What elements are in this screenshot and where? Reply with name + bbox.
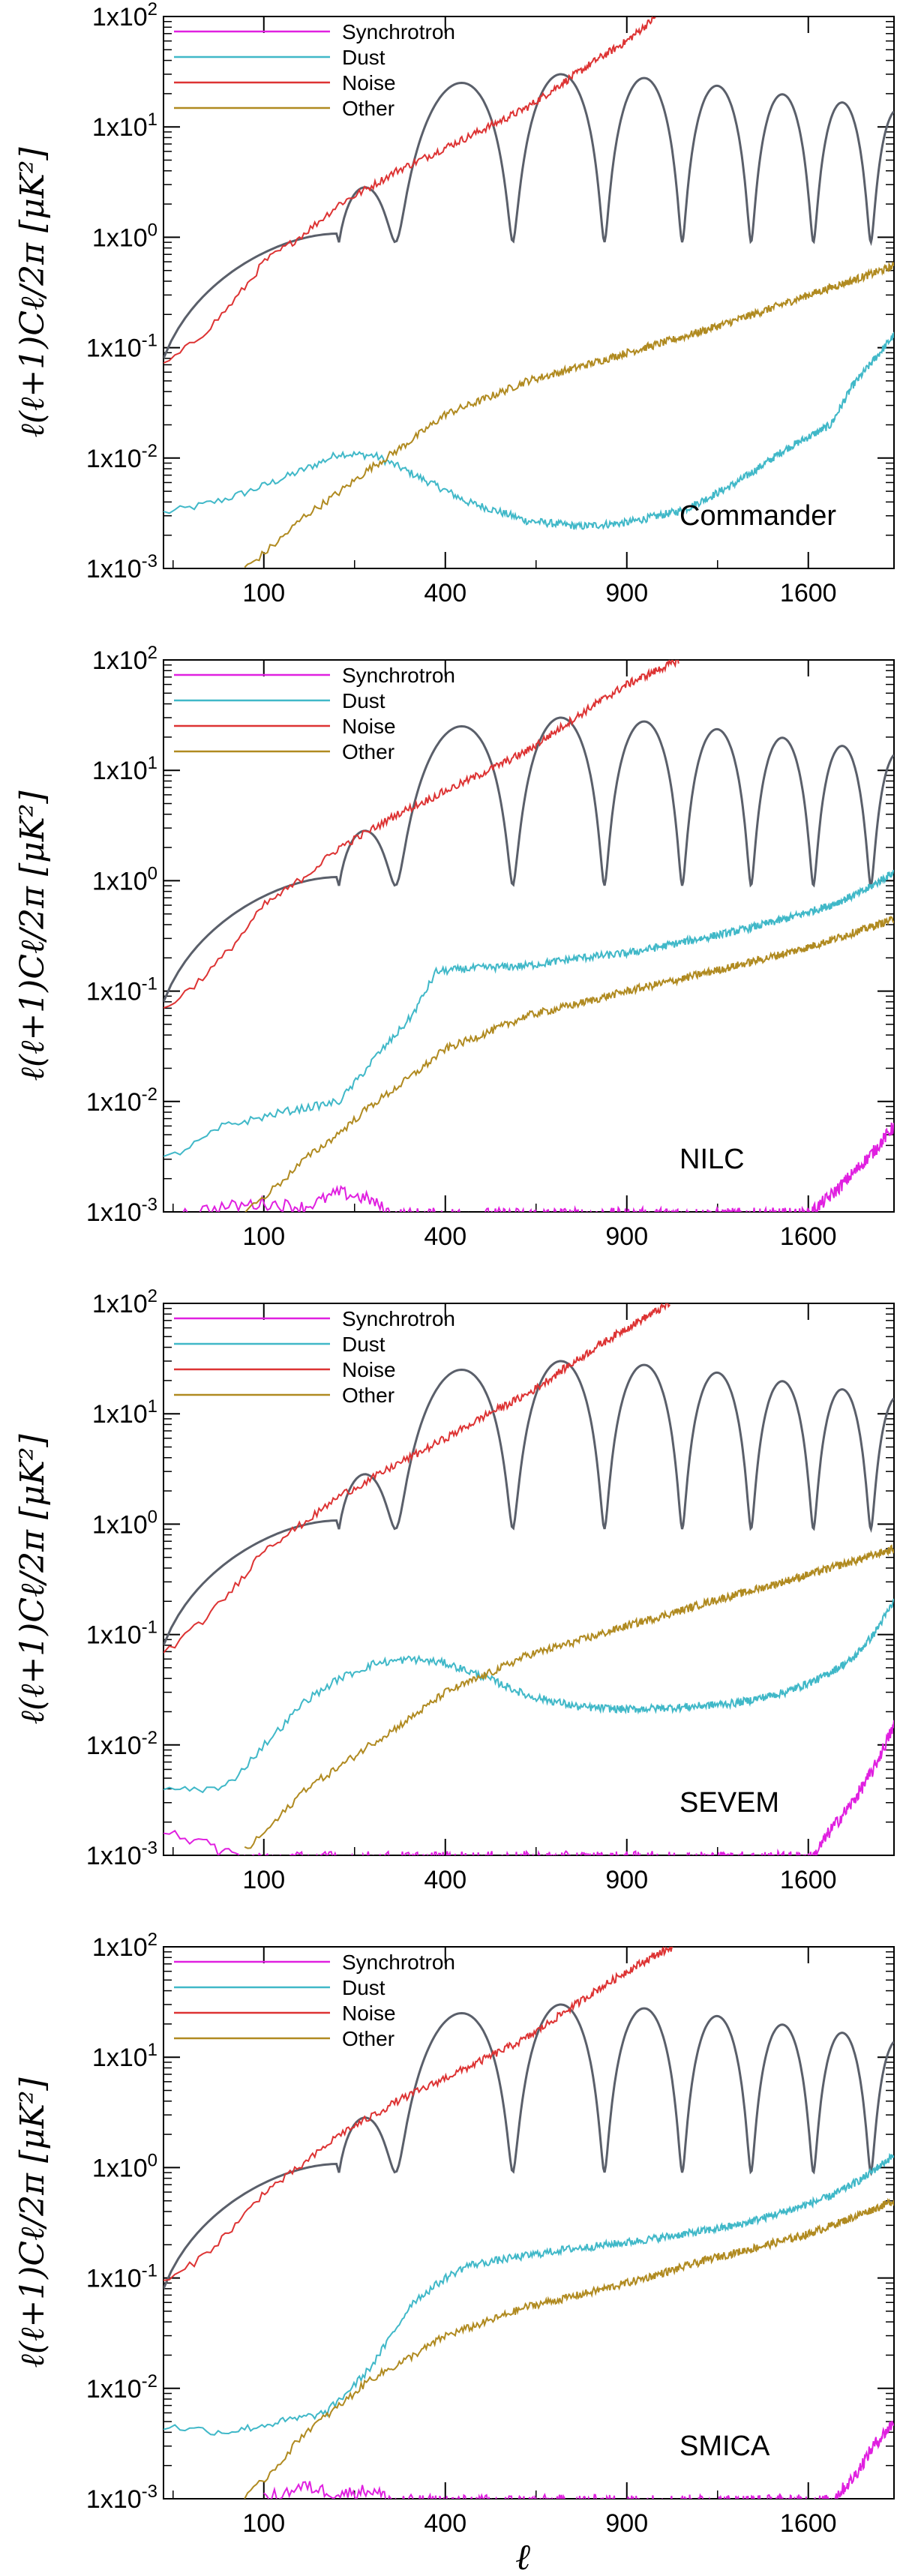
y-tick-label: 1x102: [92, 1930, 158, 1962]
x-tick-label: 1600: [780, 1222, 837, 1251]
legend-other-label: Other: [342, 2027, 394, 2050]
y-tick-label: 1x100: [92, 863, 158, 895]
y-tick-label: 1x101: [92, 753, 158, 785]
x-tick-label: 100: [242, 1222, 285, 1251]
y-axis-label: ℓ(ℓ+1)Cℓ/2π [μK²]: [14, 1434, 52, 1725]
legend-dust-label: Dust: [342, 689, 386, 712]
panel-sevem: 1x10-3 1x10-2 1x10-1 1x100 1x101 1x102 100 400 9…: [14, 1286, 895, 1894]
plot-frame: [163, 1946, 895, 2500]
y-tick-label: 1x101: [92, 2040, 158, 2072]
series-cmb-line: [164, 716, 894, 1003]
y-tick-label: 1x100: [92, 2150, 158, 2182]
plot-area: [164, 660, 894, 1212]
legend-other-label: Other: [342, 97, 394, 120]
y-tick-label: 1x100: [92, 220, 158, 252]
x-tick-label: 100: [242, 2509, 285, 2538]
x-tick-label: 900: [605, 1866, 648, 1894]
method-label: Commander: [680, 500, 836, 532]
plot-frame: [163, 659, 895, 1213]
x-tick-label: 400: [424, 1222, 466, 1251]
legend-synchrotron-label: Synchrotron: [342, 664, 455, 687]
y-tick-label: 1x102: [92, 0, 158, 31]
series-dust-line: [164, 1598, 894, 1794]
panel-smica: 1x10-3 1x10-2 1x10-1 1x100 1x101 1x102 100 400 9…: [14, 1930, 895, 2538]
method-label: SMICA: [680, 2431, 770, 2462]
panel-commander: 1x10-3 1x10-2 1x10-1 1x100 1x101 1x102 100 400 9…: [14, 0, 895, 607]
x-tick-label: 1600: [780, 1866, 837, 1894]
x-tick-label: 100: [242, 1866, 285, 1894]
series-dust-line: [164, 331, 894, 531]
legend-other-label: Other: [342, 1384, 394, 1407]
series-noise-line: [164, 16, 656, 364]
y-tick-label: 1x101: [92, 1396, 158, 1429]
x-tick-label: 900: [605, 2509, 648, 2538]
x-tick-label: 400: [424, 579, 466, 607]
legend-dust-label: Dust: [342, 1976, 386, 1999]
plot-frame: [163, 1303, 895, 1856]
panel-nilc: 1x10-3 1x10-2 1x10-1 1x100 1x101 1x102 100 400 9…: [14, 643, 895, 1251]
y-tick-label: 1x10-2: [86, 441, 158, 473]
y-tick-label: 1x10-1: [86, 1618, 158, 1650]
legend-synchrotron-label: Synchrotron: [342, 1951, 455, 1974]
method-label: NILC: [680, 1144, 745, 1175]
series-other-line: [244, 262, 894, 568]
y-tick-label: 1x10-1: [86, 331, 158, 363]
series-other-line: [244, 2197, 894, 2499]
x-tick-label: 400: [424, 2509, 466, 2538]
series-dust-line: [164, 2152, 894, 2436]
x-tick-label: 1600: [780, 579, 837, 607]
series-synchrotron-line: [263, 2420, 894, 2499]
legend-noise-label: Noise: [342, 2002, 396, 2025]
x-tick-label: 900: [605, 579, 648, 607]
legend-dust-label: Dust: [342, 1333, 386, 1356]
plot-area: [164, 1303, 894, 1855]
legend-synchrotron-label: Synchrotron: [342, 20, 455, 43]
y-axis-label: ℓ(ℓ+1)Cℓ/2π [μK²]: [14, 147, 52, 438]
series-cmb-line: [164, 1360, 894, 1646]
plot-area: [164, 16, 894, 568]
legend-other-label: Other: [342, 740, 394, 763]
series-cmb-line: [164, 73, 894, 359]
x-tick-label: 1600: [780, 2509, 837, 2538]
series-noise-line: [164, 660, 680, 1009]
legend-noise-label: Noise: [342, 715, 396, 738]
plot-area: [164, 1947, 894, 2499]
y-tick-label: 1x10-3: [86, 1195, 158, 1227]
series-dust-line: [164, 869, 894, 1157]
y-tick-label: 1x10-3: [86, 551, 158, 583]
legend-noise-label: Noise: [342, 71, 396, 94]
x-tick-label: 900: [605, 1222, 648, 1251]
series-cmb-line: [164, 2003, 894, 2290]
y-tick-label: 1x101: [92, 109, 158, 142]
x-tick-label: 400: [424, 1866, 466, 1894]
y-axis-label: ℓ(ℓ+1)Cℓ/2π [μK²]: [14, 2077, 52, 2368]
y-tick-label: 1x10-2: [86, 2371, 158, 2404]
series-synchrotron-line: [182, 1123, 894, 1212]
plot-frame: [163, 16, 895, 569]
series-synchrotron-line: [164, 1720, 894, 1855]
legend-dust-label: Dust: [342, 46, 386, 69]
x-axis-label: ℓ: [515, 2536, 530, 2576]
y-tick-label: 1x10-3: [86, 1838, 158, 1870]
y-tick-label: 1x10-3: [86, 2482, 158, 2514]
legend-synchrotron-label: Synchrotron: [342, 1307, 455, 1330]
x-tick-label: 100: [242, 579, 285, 607]
y-tick-label: 1x10-1: [86, 974, 158, 1006]
y-tick-label: 1x102: [92, 1286, 158, 1318]
series-noise-line: [164, 1947, 674, 2281]
y-tick-label: 1x10-2: [86, 1084, 158, 1117]
y-tick-label: 1x100: [92, 1507, 158, 1539]
method-label: SEVEM: [680, 1787, 779, 1819]
y-tick-label: 1x102: [92, 643, 158, 675]
y-axis-label: ℓ(ℓ+1)Cℓ/2π [μK²]: [14, 790, 52, 1081]
series-noise-line: [164, 1303, 670, 1654]
series-other-line: [244, 1544, 894, 1849]
y-tick-label: 1x10-2: [86, 1728, 158, 1760]
y-tick-label: 1x10-1: [86, 2261, 158, 2293]
series-other-line: [244, 916, 894, 1212]
legend-noise-label: Noise: [342, 1358, 396, 1381]
